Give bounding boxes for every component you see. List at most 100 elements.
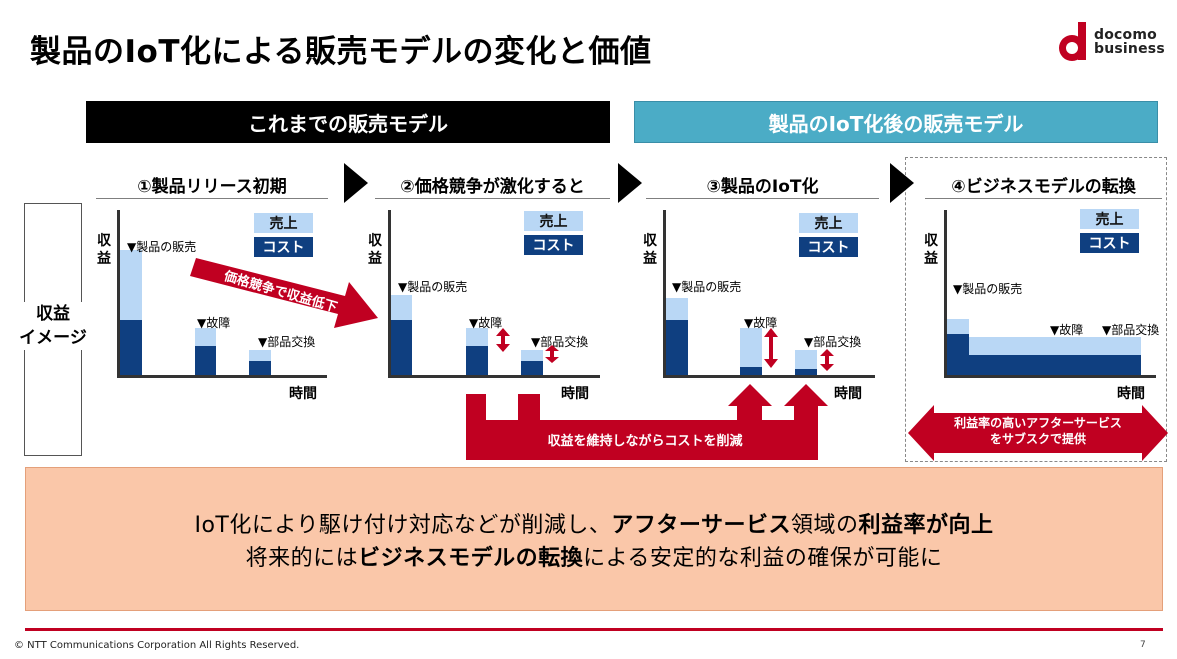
header-new-model: 製品のIoT化後の販売モデル: [634, 101, 1158, 143]
chevron-right-icon: [890, 163, 914, 203]
sales-bar: [391, 295, 412, 320]
page-title: 製品のIoT化による販売モデルの変化と価値: [30, 34, 652, 70]
double-arrow-icon: [764, 328, 778, 368]
double-arrow-icon: [820, 349, 834, 371]
cost-bar: [521, 361, 543, 375]
copyright-text: © NTT Communications Corporation All Rig…: [14, 640, 300, 651]
annotation-parts: ▼部品交換: [804, 335, 862, 349]
summary-line1-seg: 領域の: [790, 513, 859, 538]
sales-bar: [249, 350, 271, 361]
summary-line2-seg: 将来的には: [245, 546, 359, 571]
annotation-sale: ▼製品の販売: [398, 280, 468, 294]
cost-bar: [391, 320, 412, 375]
legend-cost: コスト: [254, 237, 313, 257]
sales-bar: [947, 319, 969, 334]
subscription-sales-area: [969, 337, 1141, 355]
sales-bar: [120, 250, 142, 320]
panel2-title: ②価格競争が激化すると: [375, 172, 610, 199]
y-axis: [944, 210, 947, 378]
annotation-failure: ▼故障: [744, 316, 778, 330]
footer-divider: [25, 628, 1163, 631]
page-number: 7: [1140, 640, 1146, 650]
cost-cut-arrow-shape: [466, 384, 828, 460]
panel4-title: ④ビジネスモデルの転換: [925, 172, 1162, 199]
x-axis: [663, 375, 875, 378]
summary-line1-bold: アフターサービス: [611, 513, 791, 538]
header-old-model: これまでの販売モデル: [86, 101, 610, 143]
cost-bar: [120, 320, 142, 375]
y-axis-label: 収益: [97, 233, 111, 267]
sales-bar: [521, 350, 543, 361]
cost-bar: [947, 334, 969, 375]
logo-text-line2: business: [1094, 41, 1165, 57]
annotation-failure: ▼故障: [1050, 323, 1084, 337]
summary-line1-seg: IoT化により駆け付け対応などが削減し、: [194, 513, 612, 538]
legend-sales: 売上: [799, 213, 858, 233]
y-axis: [663, 210, 666, 378]
panel3-title: ③製品のIoT化: [646, 172, 879, 199]
side-label-line2: イメージ: [19, 328, 87, 348]
cost-cut-label: 収益を維持しながらコストを削減: [547, 434, 743, 449]
annotation-parts: ▼部品交換: [258, 335, 316, 349]
annotation-sale: ▼製品の販売: [953, 282, 1023, 296]
sales-bar: [666, 298, 688, 320]
chevron-right-icon: [618, 163, 642, 203]
legend-cost: コスト: [524, 235, 583, 255]
summary-line1-bold: 利益率が向上: [858, 513, 994, 538]
legend-sales: 売上: [1080, 209, 1139, 229]
y-axis: [388, 210, 391, 378]
y-axis-label: 収益: [643, 233, 657, 267]
y-axis: [117, 210, 120, 378]
left-right-arrow-icon: [908, 405, 1168, 461]
side-label: 収益 イメージ: [12, 302, 94, 350]
down-right-arrow-icon: [190, 258, 378, 328]
chevron-right-icon: [344, 163, 368, 203]
x-axis: [388, 375, 600, 378]
sales-bar: [195, 328, 216, 346]
cost-bar: [795, 369, 817, 375]
summary-box: [25, 467, 1163, 611]
x-axis: [117, 375, 327, 378]
x-axis-label: 時間: [289, 386, 317, 402]
logo-text-line1: docomo: [1094, 27, 1157, 43]
annotation-failure: ▼故障: [469, 316, 503, 330]
sales-bar: [466, 328, 488, 346]
cost-bar: [740, 367, 762, 375]
subscription-cost-area: [969, 355, 1141, 375]
y-axis-label: 収益: [368, 233, 382, 267]
annotation-sale: ▼製品の販売: [672, 280, 742, 294]
x-axis-label: 時間: [834, 386, 862, 402]
y-axis-label: 収益: [924, 233, 938, 267]
docomo-business-logo: docomo business: [1056, 20, 1166, 66]
annotation-parts: ▼部品交換: [1102, 323, 1160, 337]
side-label-line1: 収益: [36, 304, 70, 324]
cost-bar: [666, 320, 688, 375]
double-arrow-icon: [496, 328, 510, 352]
subscription-label-line2: をサブスクで提供: [989, 432, 1086, 446]
annotation-sale: ▼製品の販売: [127, 240, 197, 254]
legend-sales: 売上: [254, 213, 313, 233]
legend-cost: コスト: [1080, 233, 1139, 253]
cost-bar: [249, 361, 271, 375]
x-axis-label: 時間: [561, 386, 589, 402]
annotation-failure: ▼故障: [197, 316, 231, 330]
cost-bar: [195, 346, 216, 375]
summary-line1: IoT化により駆け付け対応などが削減し、アフターサービス領域の利益率が向上: [25, 507, 1163, 539]
x-axis: [944, 375, 1156, 378]
subscription-label-line1: 利益率の高いアフターサービス: [954, 416, 1122, 430]
panel4-dashed-frame: [905, 157, 1167, 462]
sales-bar: [740, 328, 762, 367]
legend-cost: コスト: [799, 237, 858, 257]
summary-line2-seg: による安定的な利益の確保が可能に: [583, 546, 943, 571]
sales-bar: [795, 350, 817, 369]
cost-bar: [466, 346, 488, 375]
summary-line2-bold: ビジネスモデルの転換: [358, 546, 584, 571]
x-axis-label: 時間: [1117, 386, 1145, 402]
legend-sales: 売上: [524, 211, 583, 231]
annotation-parts: ▼部品交換: [531, 335, 589, 349]
panel1-title: ①製品リリース初期: [96, 172, 328, 199]
subscription-label: 利益率の高いアフターサービス をサブスクで提供: [930, 415, 1146, 447]
double-arrow-icon: [545, 345, 559, 363]
summary-line2: 将来的にはビジネスモデルの転換による安定的な利益の確保が可能に: [25, 540, 1163, 572]
docomo-d-icon: [1059, 22, 1086, 61]
